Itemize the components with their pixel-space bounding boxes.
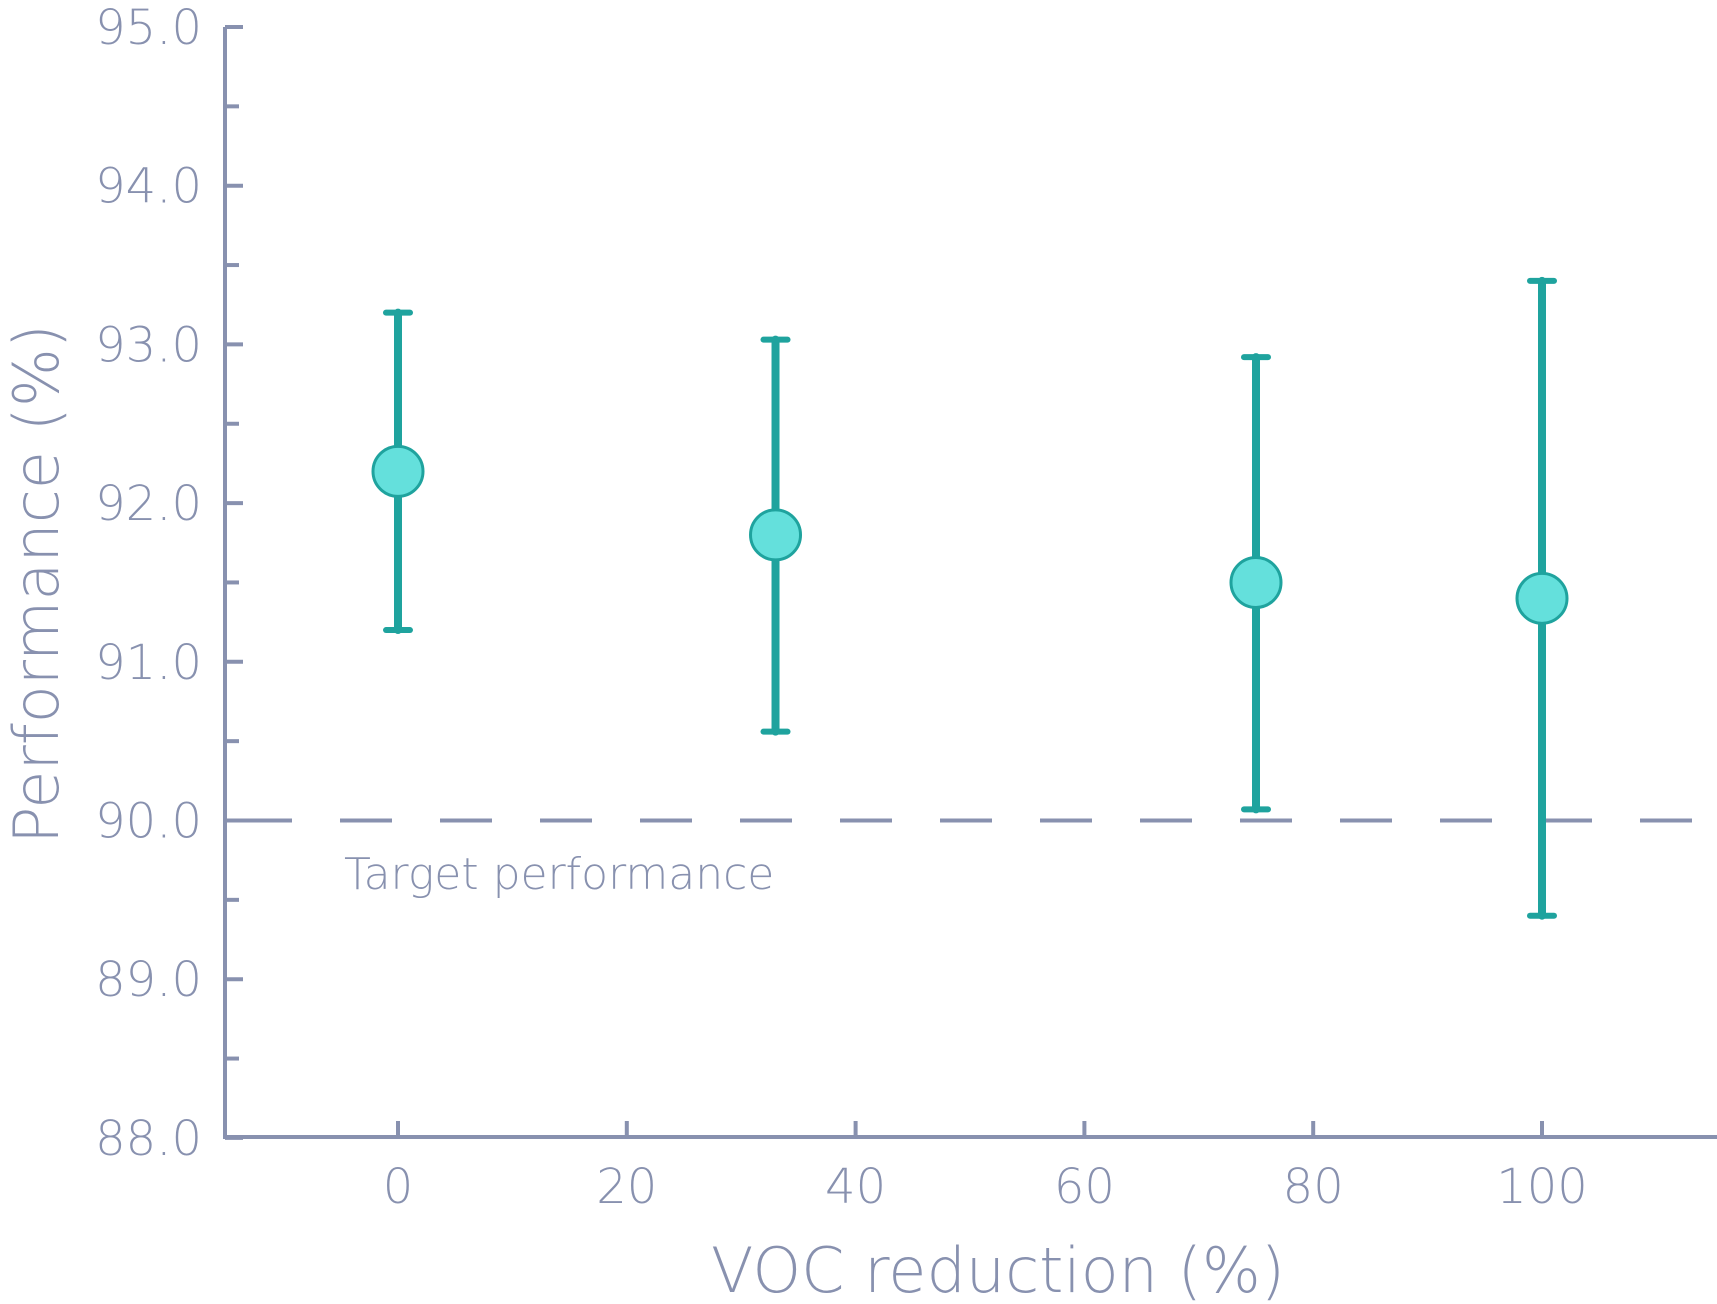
y-tick-label: 89.0	[95, 952, 202, 1008]
x-ticks: 0 20 40 60 80 100	[383, 1121, 1588, 1215]
x-tick-label: 20	[596, 1159, 657, 1215]
x-tick-label: 80	[1283, 1159, 1344, 1215]
data-point	[749, 335, 803, 736]
y-tick-label: 92.0	[95, 476, 202, 532]
y-ticks: 88.0 89.0 90.0 91.0 92.0 93.0 94.0 95.0	[95, 0, 243, 1167]
y-tick-label: 88.0	[95, 1111, 202, 1167]
y-tick-label: 95.0	[95, 0, 202, 56]
y-tick-label: 94.0	[95, 159, 202, 215]
y-axis-title: Performance (%)	[0, 324, 73, 844]
x-tick-label: 0	[383, 1159, 414, 1215]
y-tick-label: 93.0	[95, 317, 202, 373]
target-performance-label: Target performance	[344, 849, 774, 900]
target-line-group: Target performance	[240, 818, 1717, 900]
y-tick-label: 91.0	[95, 635, 202, 691]
x-tick-label: 100	[1496, 1159, 1588, 1215]
axes: 88.0 89.0 90.0 91.0 92.0 93.0 94.0 95.0 0 20 40 60…	[95, 0, 1717, 1215]
data-point	[1515, 276, 1569, 920]
x-axis-title: VOC reduction (%)	[711, 1234, 1285, 1304]
data-point	[371, 308, 425, 635]
marker-circle	[749, 508, 803, 562]
x-tick-label: 40	[825, 1159, 886, 1215]
data-point	[1229, 353, 1283, 814]
data-series	[371, 276, 1569, 920]
marker-circle	[371, 444, 425, 498]
marker-circle	[1515, 571, 1569, 625]
marker-circle	[1229, 555, 1283, 609]
x-tick-label: 60	[1054, 1159, 1115, 1215]
y-tick-label: 90.0	[95, 794, 202, 850]
